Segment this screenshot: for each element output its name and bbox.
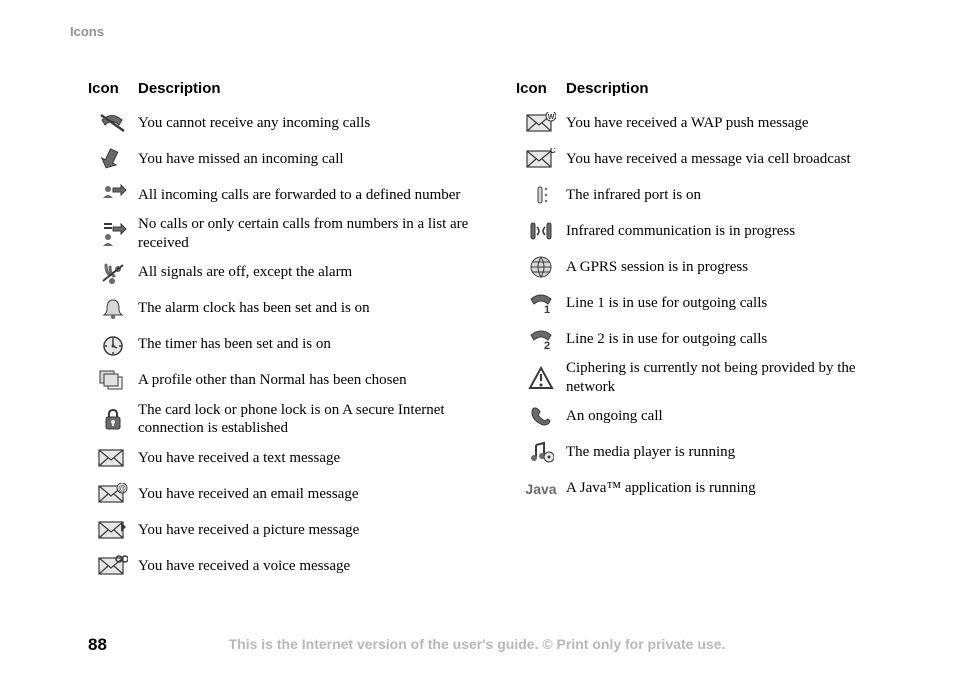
icon-description: You cannot receive any incoming calls bbox=[138, 112, 370, 135]
lock-icon bbox=[88, 407, 138, 431]
svg-text:@: @ bbox=[118, 484, 126, 493]
icon-table: Icon Description You cannot receive any … bbox=[88, 80, 904, 584]
icon-row: Ciphering is currently not being provide… bbox=[516, 357, 904, 399]
ongoing-call-icon bbox=[516, 405, 566, 429]
icon-row: All signals are off, except the alarm bbox=[88, 255, 476, 291]
text-message-icon bbox=[88, 447, 138, 469]
icon-row: You cannot receive any incoming calls bbox=[88, 105, 476, 141]
gprs-icon bbox=[516, 255, 566, 279]
icon-description: You have received a WAP push message bbox=[566, 112, 809, 135]
icon-row: You have missed an incoming call bbox=[88, 141, 476, 177]
icon-row: No calls or only certain calls from numb… bbox=[88, 213, 476, 255]
icon-description: A Java™ application is running bbox=[566, 477, 756, 500]
svg-text:W: W bbox=[548, 114, 555, 121]
infrared-active-icon bbox=[516, 219, 566, 243]
icon-description: You have received a message via cell bro… bbox=[566, 148, 851, 171]
header-desc-label: Description bbox=[566, 80, 649, 97]
svg-text:CB: CB bbox=[550, 148, 556, 155]
icon-row: W You have received a WAP push message bbox=[516, 105, 904, 141]
missed-call-icon bbox=[88, 147, 138, 171]
icon-row: The card lock or phone lock is on A secu… bbox=[88, 399, 476, 441]
right-column: Icon Description W You have received a W… bbox=[516, 80, 904, 584]
icon-description: The card lock or phone lock is on A secu… bbox=[138, 399, 476, 441]
call-list-icon bbox=[88, 221, 138, 247]
icon-description: The alarm clock has been set and is on bbox=[138, 297, 370, 320]
cell-broadcast-icon: CB bbox=[516, 148, 566, 170]
infrared-on-icon bbox=[516, 183, 566, 207]
forwarded-calls-icon bbox=[88, 182, 138, 208]
icon-description: You have received a picture message bbox=[138, 519, 359, 542]
header-icon-label: Icon bbox=[516, 80, 566, 97]
icon-description: You have received a text message bbox=[138, 447, 340, 470]
picture-message-icon bbox=[88, 519, 138, 541]
page-section-title: Icons bbox=[70, 24, 104, 39]
column-header: Icon Description bbox=[516, 80, 904, 97]
profile-icon bbox=[88, 369, 138, 393]
left-column: Icon Description You cannot receive any … bbox=[88, 80, 476, 584]
icon-row: Infrared communication is in progress bbox=[516, 213, 904, 249]
icon-description: You have missed an incoming call bbox=[138, 148, 344, 171]
icon-row: 1 Line 1 is in use for outgoing calls bbox=[516, 285, 904, 321]
email-message-icon: @ bbox=[88, 483, 138, 505]
icon-row: The timer has been set and is on bbox=[88, 327, 476, 363]
icon-row: JavaA Java™ application is running bbox=[516, 471, 904, 507]
icon-description: No calls or only certain calls from numb… bbox=[138, 213, 476, 255]
header-icon-label: Icon bbox=[88, 80, 138, 97]
icon-row: CB You have received a message via cell … bbox=[516, 141, 904, 177]
icon-description: All incoming calls are forwarded to a de… bbox=[138, 184, 460, 207]
ciphering-icon bbox=[516, 366, 566, 390]
icon-description: Line 2 is in use for outgoing calls bbox=[566, 328, 767, 351]
media-player-icon bbox=[516, 441, 566, 465]
icon-description: A profile other than Normal has been cho… bbox=[138, 369, 407, 392]
icon-description: The timer has been set and is on bbox=[138, 333, 331, 356]
icon-row: A profile other than Normal has been cho… bbox=[88, 363, 476, 399]
icon-row: All incoming calls are forwarded to a de… bbox=[88, 177, 476, 213]
icon-description: The infrared port is on bbox=[566, 184, 701, 207]
icon-row: You have received a text message bbox=[88, 440, 476, 476]
icon-description: The media player is running bbox=[566, 441, 735, 464]
icon-row: The media player is running bbox=[516, 435, 904, 471]
icon-row: The infrared port is on bbox=[516, 177, 904, 213]
icon-description: Line 1 is in use for outgoing calls bbox=[566, 292, 767, 315]
column-header: Icon Description bbox=[88, 80, 476, 97]
icon-description: All signals are off, except the alarm bbox=[138, 261, 352, 284]
icon-description: An ongoing call bbox=[566, 405, 663, 428]
icon-row: The alarm clock has been set and is on bbox=[88, 291, 476, 327]
icon-row: You have received a picture message bbox=[88, 512, 476, 548]
java-icon: Java bbox=[516, 481, 566, 497]
icon-description: You have received an email message bbox=[138, 483, 358, 506]
icon-row: An ongoing call bbox=[516, 399, 904, 435]
icon-row: A GPRS session is in progress bbox=[516, 249, 904, 285]
icon-description: A GPRS session is in progress bbox=[566, 256, 748, 279]
icon-row: 2 Line 2 is in use for outgoing calls bbox=[516, 321, 904, 357]
timer-icon bbox=[88, 333, 138, 357]
svg-text:1: 1 bbox=[544, 304, 550, 315]
line2-icon: 2 bbox=[516, 327, 566, 351]
icon-description: Infrared communication is in progress bbox=[566, 220, 795, 243]
alarm-icon bbox=[88, 297, 138, 321]
icon-description: Ciphering is currently not being provide… bbox=[566, 357, 904, 399]
signals-off-icon bbox=[88, 261, 138, 285]
wap-push-icon: W bbox=[516, 112, 566, 134]
no-incoming-icon bbox=[88, 112, 138, 134]
line1-icon: 1 bbox=[516, 291, 566, 315]
icon-row: @ You have received an email message bbox=[88, 476, 476, 512]
svg-text:2: 2 bbox=[544, 340, 550, 351]
icon-description: You have received a voice message bbox=[138, 555, 350, 578]
icon-row: You have received a voice message bbox=[88, 548, 476, 584]
footer-text: This is the Internet version of the user… bbox=[0, 636, 954, 652]
header-desc-label: Description bbox=[138, 80, 221, 97]
voice-message-icon bbox=[88, 555, 138, 577]
